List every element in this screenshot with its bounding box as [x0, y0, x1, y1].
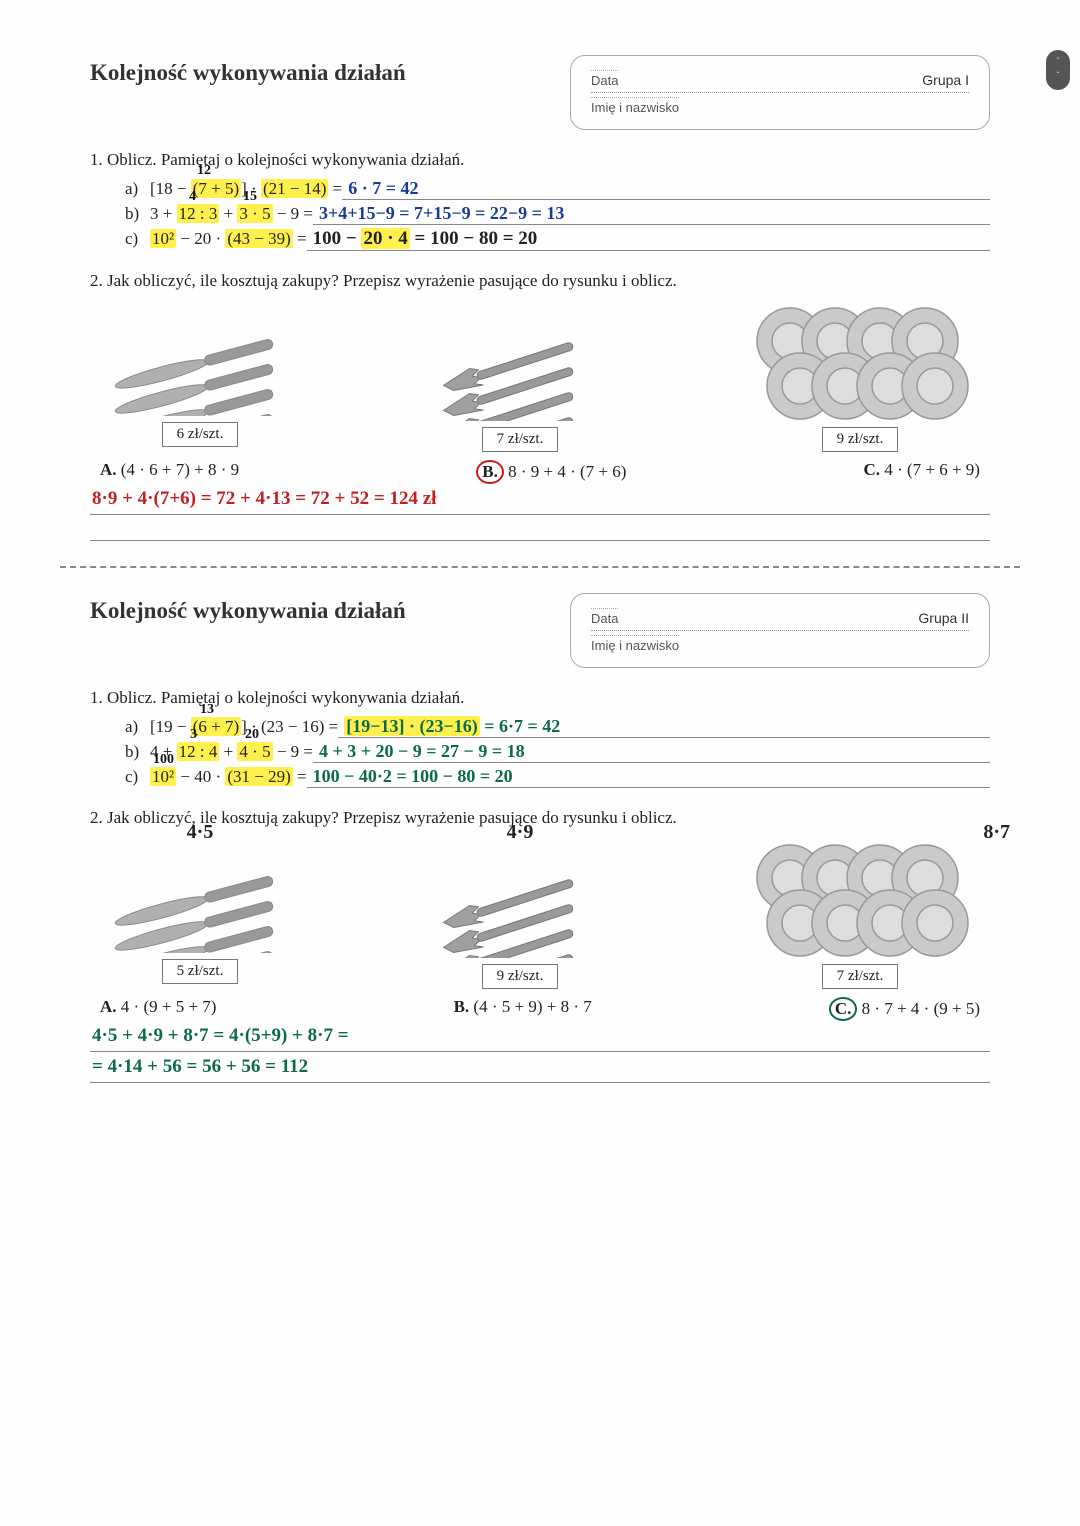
q1b-annot2: 15 [243, 189, 257, 205]
group-label: Grupa I [922, 72, 969, 88]
knives-icon [100, 306, 300, 416]
group-label: Grupa II [918, 610, 969, 626]
worksheet-page: ˆ ˇ Kolejność wykonywania działań Data G… [0, 0, 1080, 1526]
knives-icon [100, 843, 300, 953]
knives-annot: 4·5 [187, 821, 214, 844]
q2-work: 8·9 + 4·(7+6) = 72 + 4·13 = 72 + 52 = 12… [90, 486, 990, 515]
q1a-answer: 6 · 7 = 42 [342, 178, 990, 200]
q1-subs: 13 a) [19 − (6 + 7)] · (23 − 16) = [19−1… [90, 716, 990, 788]
plates-annot: 8·7 [983, 821, 1010, 844]
q1c-expr: 10² − 20 · (43 − 39) = [150, 229, 307, 249]
forks-icon [430, 843, 610, 958]
q2-prompt: 2. Jak obliczyć, ile kosztują zakupy? Pr… [90, 271, 990, 291]
date-label: Data [591, 70, 618, 88]
q1a-label: a) [125, 717, 150, 737]
q1a-annot: 13 [200, 702, 214, 718]
knives-price: 6 zł/szt. [162, 422, 239, 447]
cut-line [60, 566, 1020, 568]
q1-subs: 12 a) [18 − (7 + 5)] · (21 − 14) = 6 · 7… [90, 178, 990, 251]
items-row: 4·5 5 zł/szt. 4·9 [90, 843, 990, 989]
forks-price: 7 zł/szt. [482, 427, 559, 452]
options-row: A. 4 · (9 + 5 + 7) B. (4 · 5 + 9) + 8 · … [90, 997, 990, 1021]
header-row: Kolejność wykonywania działań Data Grupa… [90, 55, 990, 130]
q1b-annot1: 3 [190, 727, 197, 743]
q1b-annot2: 20 [245, 727, 259, 743]
plates-price: 9 zł/szt. [822, 427, 899, 452]
student-info-box: Data Grupa I Imię i nazwisko [570, 55, 990, 130]
scroll-up-icon: ˆ [1056, 58, 1059, 68]
option-c: C. 4 · (7 + 6 + 9) [864, 460, 980, 484]
circled-answer-icon: C. [829, 997, 858, 1021]
option-a: A. (4 · 6 + 7) + 8 · 9 [100, 460, 239, 484]
q1c: 100 c) 10² − 40 · (31 − 29) = 100 − 40·2… [125, 766, 990, 788]
q1b-expr: 4 + 12 : 4 + 4 · 5 − 9 = [150, 742, 313, 762]
q1c-expr: 10² − 40 · (31 − 29) = [150, 767, 307, 787]
blank-line [90, 517, 990, 541]
date-label: Data [591, 608, 618, 626]
items-row: 6 zł/szt. 7 zł/szt. [90, 306, 990, 452]
q1c: c) 10² − 20 · (43 − 39) = 100 − 20 · 4 =… [125, 228, 990, 251]
scroll-widget[interactable]: ˆ ˇ [1046, 50, 1070, 90]
q1b-answer: 3+4+15−9 = 7+15−9 = 22−9 = 13 [313, 203, 990, 225]
student-info-box: Data Grupa II Imię i nazwisko [570, 593, 990, 668]
header-row: Kolejność wykonywania działań Data Grupa… [90, 593, 990, 668]
worksheet-group-1: Kolejność wykonywania działań Data Grupa… [90, 55, 990, 541]
q1b-expr: 3 + 12 : 3 + 3 · 5 − 9 = [150, 204, 313, 224]
q1c-label: c) [125, 229, 150, 249]
circled-answer-icon: B. [476, 460, 504, 484]
name-label: Imię i nazwisko [591, 635, 679, 653]
q1-prompt: 1. Oblicz. Pamiętaj o kolejności wykonyw… [90, 150, 990, 170]
q1-prompt: 1. Oblicz. Pamiętaj o kolejności wykonyw… [90, 688, 990, 708]
q1b-label: b) [125, 204, 150, 224]
option-c: C. 8 · 7 + 4 · (9 + 5) [829, 997, 980, 1021]
worksheet-group-2: Kolejność wykonywania działań Data Grupa… [90, 593, 990, 1083]
plates-icon [740, 843, 980, 958]
q1a-answer: [19−13] · (23−16) = 6·7 = 42 [338, 716, 990, 738]
plates-icon [740, 306, 980, 421]
q1b-annot1: 4 [189, 189, 196, 205]
scroll-down-icon: ˇ [1056, 72, 1059, 82]
option-b: B. (4 · 5 + 9) + 8 · 7 [454, 997, 592, 1021]
forks-annot: 4·9 [507, 821, 534, 844]
q1c-label: c) [125, 767, 150, 787]
forks-icon [430, 306, 610, 421]
knives-group: 6 zł/szt. [100, 306, 300, 452]
q1c-answer: 100 − 40·2 = 100 − 80 = 20 [307, 766, 990, 788]
forks-price: 9 zł/szt. [482, 964, 559, 989]
q1c-answer: 100 − 20 · 4 = 100 − 80 = 20 [307, 228, 990, 251]
forks-group: 4·9 9 zł/szt. [430, 843, 610, 989]
q2-prompt: 2. Jak obliczyć, ile kosztują zakupy? Pr… [90, 808, 990, 828]
knives-price: 5 zł/szt. [162, 959, 239, 984]
option-b: B. 8 · 9 + 4 · (7 + 6) [476, 460, 626, 484]
q2-work2: = 4·14 + 56 = 56 + 56 = 112 [90, 1054, 990, 1083]
q1a-label: a) [125, 179, 150, 199]
q1c-annot: 100 [153, 752, 174, 768]
q1b: 4 15 b) 3 + 12 : 3 + 3 · 5 − 9 = 3+4+15−… [125, 203, 990, 225]
name-label: Imię i nazwisko [591, 97, 679, 115]
forks-group: 7 zł/szt. [430, 306, 610, 452]
plates-price: 7 zł/szt. [822, 964, 899, 989]
options-row: A. (4 · 6 + 7) + 8 · 9 B. 8 · 9 + 4 · (7… [90, 460, 990, 484]
option-a: A. 4 · (9 + 5 + 7) [100, 997, 216, 1021]
q1b-label: b) [125, 742, 150, 762]
q2-work1: 4·5 + 4·9 + 8·7 = 4·(5+9) + 8·7 = [90, 1023, 990, 1052]
page-title: Kolejność wykonywania działań [90, 60, 406, 86]
q1a-annot: 12 [197, 163, 211, 179]
plates-group: 8·7 7 zł/szt. [740, 843, 980, 989]
knives-group: 4·5 5 zł/szt. [100, 843, 300, 989]
plates-group: 9 zł/szt. [740, 306, 980, 452]
q1b-answer: 4 + 3 + 20 − 9 = 27 − 9 = 18 [313, 741, 990, 763]
q1b: 3 20 b) 4 + 12 : 4 + 4 · 5 − 9 = 4 + 3 +… [125, 741, 990, 763]
page-title: Kolejność wykonywania działań [90, 598, 406, 624]
